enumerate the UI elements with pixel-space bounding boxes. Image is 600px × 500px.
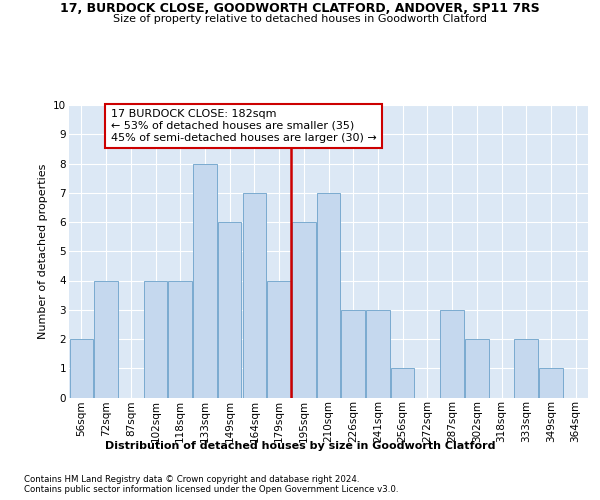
- Bar: [539, 368, 563, 398]
- Bar: [514, 339, 538, 398]
- Bar: [391, 368, 415, 398]
- Bar: [268, 280, 291, 398]
- Bar: [242, 192, 266, 398]
- Text: 17, BURDOCK CLOSE, GOODWORTH CLATFORD, ANDOVER, SP11 7RS: 17, BURDOCK CLOSE, GOODWORTH CLATFORD, A…: [60, 2, 540, 16]
- Text: Size of property relative to detached houses in Goodworth Clatford: Size of property relative to detached ho…: [113, 14, 487, 24]
- Bar: [193, 164, 217, 398]
- Y-axis label: Number of detached properties: Number of detached properties: [38, 164, 47, 339]
- Bar: [292, 222, 316, 398]
- Bar: [341, 310, 365, 398]
- Bar: [465, 339, 488, 398]
- Bar: [70, 339, 93, 398]
- Text: 17 BURDOCK CLOSE: 182sqm
← 53% of detached houses are smaller (35)
45% of semi-d: 17 BURDOCK CLOSE: 182sqm ← 53% of detach…: [111, 110, 377, 142]
- Text: Distribution of detached houses by size in Goodworth Clatford: Distribution of detached houses by size …: [105, 441, 495, 451]
- Text: Contains HM Land Registry data © Crown copyright and database right 2024.: Contains HM Land Registry data © Crown c…: [24, 475, 359, 484]
- Bar: [317, 192, 340, 398]
- Bar: [144, 280, 167, 398]
- Bar: [169, 280, 192, 398]
- Bar: [218, 222, 241, 398]
- Text: Contains public sector information licensed under the Open Government Licence v3: Contains public sector information licen…: [24, 485, 398, 494]
- Bar: [366, 310, 389, 398]
- Bar: [94, 280, 118, 398]
- Bar: [440, 310, 464, 398]
